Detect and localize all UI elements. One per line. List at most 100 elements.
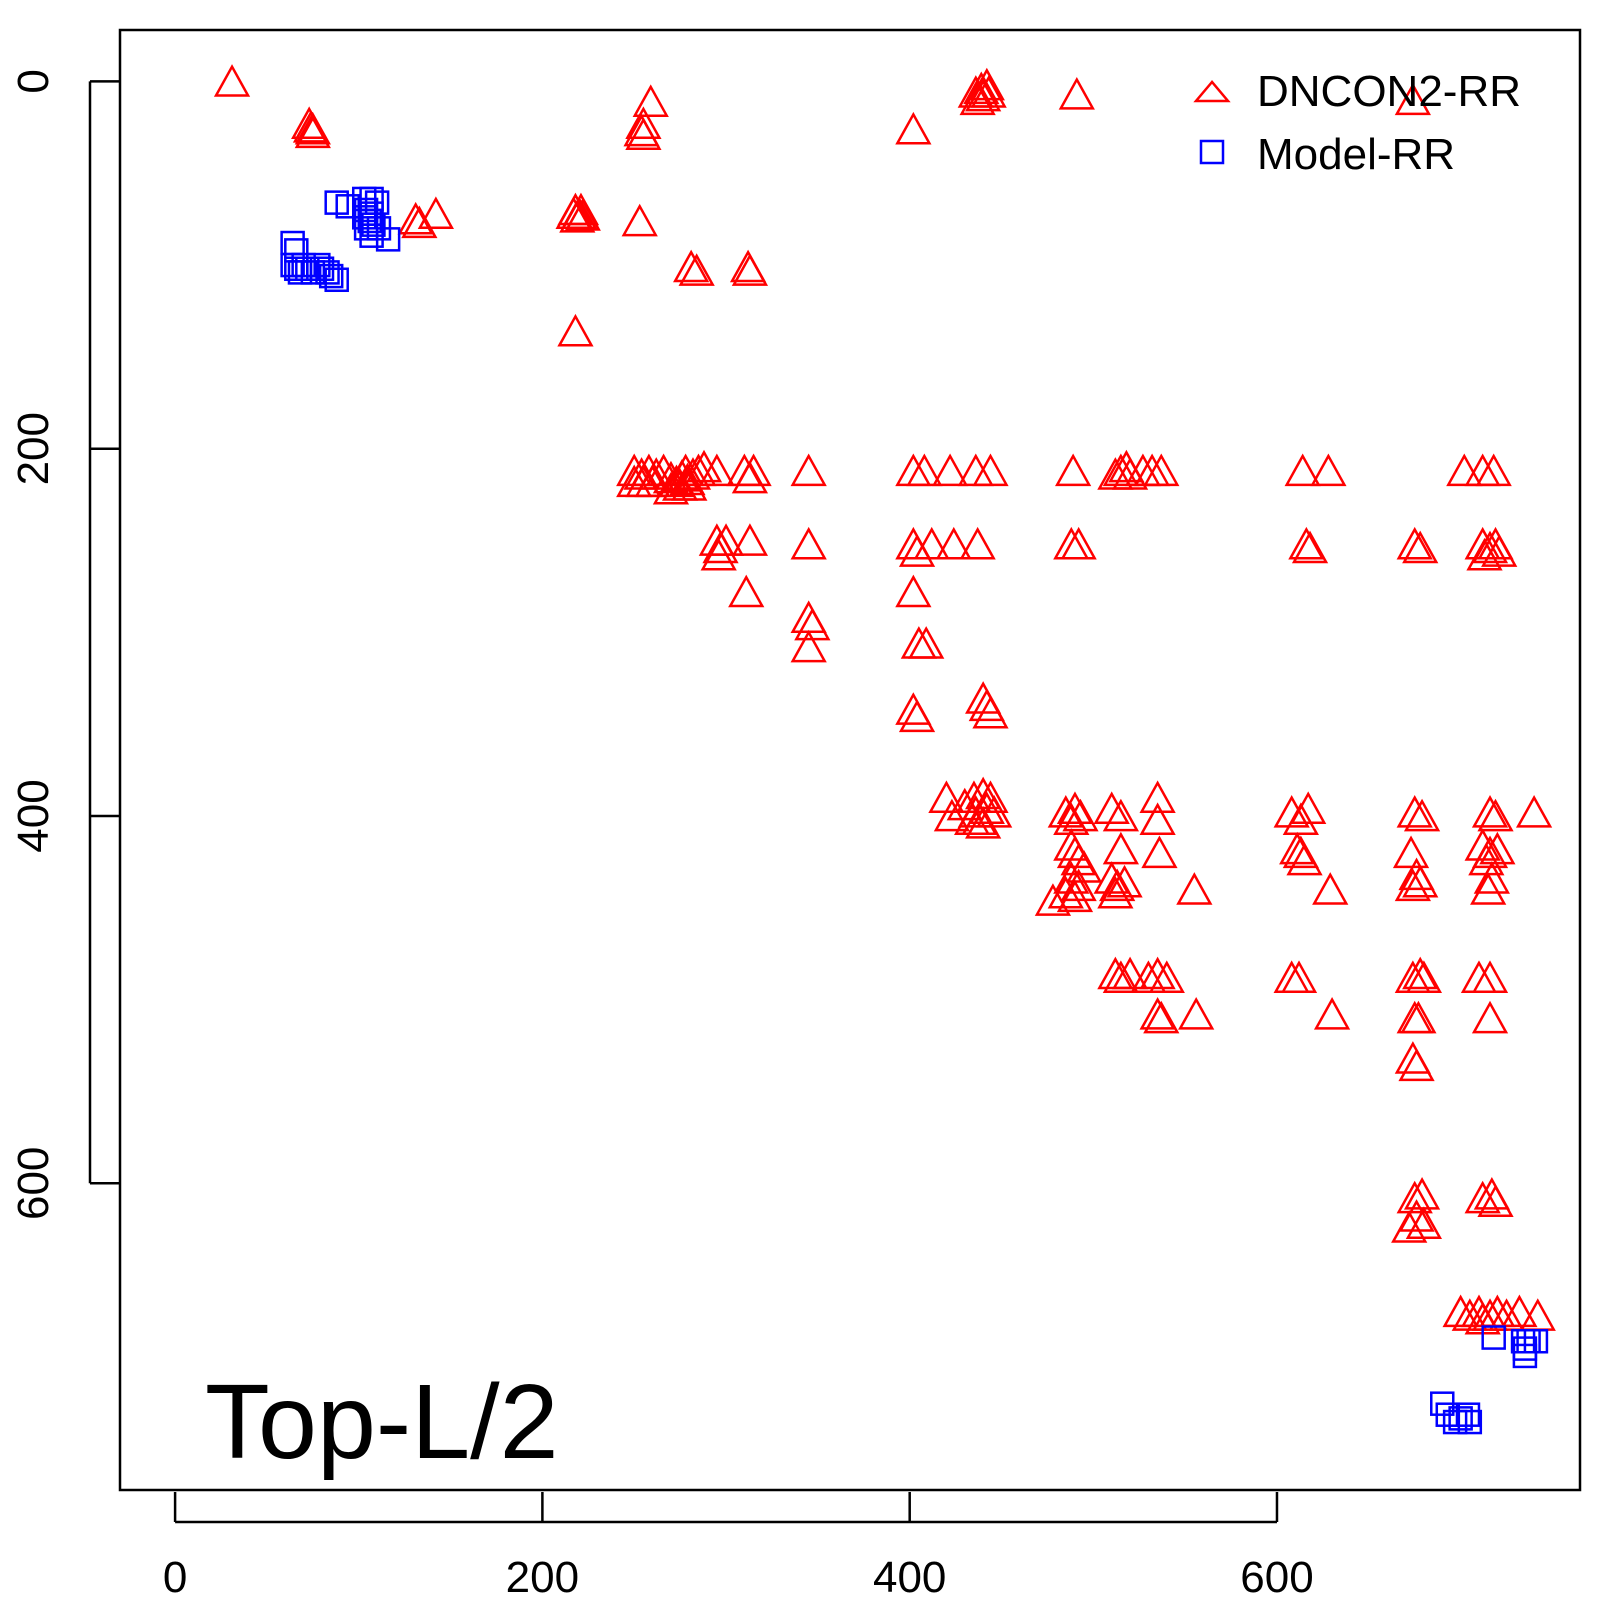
x-axis: 0 200 400 600 bbox=[163, 1492, 1314, 1600]
legend-label-model-rr: Model-RR bbox=[1257, 130, 1455, 179]
legend-marker-model-rr bbox=[1199, 139, 1225, 165]
point-dncon2-rr-135 bbox=[1102, 798, 1140, 832]
point-dncon2-rr-72 bbox=[1446, 453, 1483, 487]
point-dncon2-rr-132 bbox=[1056, 879, 1094, 913]
point-model-rr-26 bbox=[324, 267, 349, 293]
y-tick-label-0: 0 bbox=[9, 69, 58, 93]
point-dncon2-rr-19 bbox=[621, 203, 658, 237]
point-dncon2-rr-119 bbox=[954, 802, 991, 836]
point-dncon2-rr-55 bbox=[735, 453, 772, 487]
point-dncon2-rr-4 bbox=[294, 115, 331, 149]
point-dncon2-rr-124 bbox=[1062, 798, 1099, 832]
point-dncon2-rr-136 bbox=[1102, 831, 1140, 865]
point-dncon2-rr-157 bbox=[1394, 868, 1432, 902]
series-model-rr bbox=[280, 186, 1549, 1435]
point-dncon2-rr-18 bbox=[625, 117, 662, 151]
point-dncon2-rr-31 bbox=[1058, 76, 1095, 110]
point-dncon2-rr-114 bbox=[972, 780, 1009, 813]
point-dncon2-rr-150 bbox=[1286, 842, 1323, 876]
point-model-rr-21 bbox=[300, 260, 326, 285]
point-dncon2-rr-97 bbox=[728, 574, 765, 608]
point-dncon2-rr-183 bbox=[1400, 1000, 1437, 1034]
point-dncon2-rr-56 bbox=[790, 453, 827, 487]
point-dncon2-rr-24 bbox=[895, 111, 932, 145]
point-dncon2-rr-79 bbox=[731, 523, 769, 556]
point-model-rr-19 bbox=[291, 252, 316, 278]
point-dncon2-rr-103 bbox=[908, 626, 945, 659]
point-dncon2-rr-80 bbox=[790, 526, 827, 560]
point-dncon2-rr-21 bbox=[678, 253, 715, 286]
point-dncon2-rr-180 bbox=[1402, 956, 1439, 990]
point-dncon2-rr-84 bbox=[935, 526, 972, 560]
point-model-rr-38 bbox=[1457, 1409, 1483, 1435]
x-tick-label-0: 0 bbox=[163, 1553, 187, 1600]
point-dncon2-rr-169 bbox=[1111, 956, 1149, 990]
point-dncon2-rr-51 bbox=[667, 453, 704, 487]
point-dncon2-rr-203 bbox=[1488, 1298, 1525, 1331]
point-dncon2-rr-144 bbox=[1176, 872, 1213, 905]
point-dncon2-rr-165 bbox=[1470, 872, 1507, 905]
point-dncon2-rr-187 bbox=[1471, 960, 1509, 993]
point-dncon2-rr-88 bbox=[1288, 526, 1325, 560]
point-model-rr-24 bbox=[315, 260, 340, 285]
point-dncon2-rr-23 bbox=[731, 253, 769, 286]
point-dncon2-rr-140 bbox=[1097, 875, 1134, 909]
point-dncon2-rr-108 bbox=[972, 695, 1009, 729]
panel-annotation: Top-L/2 bbox=[205, 1363, 559, 1481]
point-dncon2-rr-101 bbox=[895, 574, 932, 608]
point-dncon2-rr-30 bbox=[970, 75, 1007, 108]
point-dncon2-rr-153 bbox=[1403, 798, 1441, 832]
point-dncon2-rr-89 bbox=[1291, 530, 1329, 564]
point-dncon2-rr-117 bbox=[968, 791, 1005, 824]
point-dncon2-rr-7 bbox=[417, 196, 454, 229]
point-dncon2-rr-185 bbox=[1398, 1048, 1435, 1082]
y-axis: 0 200 400 600 bbox=[9, 69, 120, 1220]
point-dncon2-rr-61 bbox=[972, 453, 1009, 487]
point-dncon2-rr-172 bbox=[1148, 960, 1185, 993]
point-dncon2-rr-0 bbox=[213, 64, 251, 97]
point-dncon2-rr-15 bbox=[632, 84, 669, 117]
point-dncon2-rr-151 bbox=[1312, 872, 1349, 905]
point-dncon2-rr-133 bbox=[1034, 883, 1072, 916]
point-dncon2-rr-91 bbox=[1402, 530, 1439, 564]
point-dncon2-rr-74 bbox=[1475, 453, 1512, 487]
point-dncon2-rr-143 bbox=[1141, 835, 1178, 869]
point-dncon2-rr-197 bbox=[1442, 1294, 1479, 1328]
x-tick-label-200: 200 bbox=[506, 1553, 579, 1600]
point-dncon2-rr-122 bbox=[1053, 802, 1090, 836]
point-model-rr-12 bbox=[359, 223, 384, 248]
point-dncon2-rr-20 bbox=[673, 249, 710, 283]
point-dncon2-rr-70 bbox=[1284, 453, 1321, 487]
point-dncon2-rr-164 bbox=[1473, 861, 1510, 894]
point-dncon2-rr-120 bbox=[965, 806, 1002, 839]
series-dncon2-rr bbox=[213, 64, 1556, 1335]
x-tick-label-600: 600 bbox=[1240, 1553, 1313, 1600]
point-dncon2-rr-178 bbox=[1313, 997, 1351, 1030]
point-dncon2-rr-188 bbox=[1471, 1000, 1509, 1034]
point-dncon2-rr-52 bbox=[698, 453, 735, 487]
point-model-rr-36 bbox=[1448, 1406, 1473, 1431]
point-dncon2-rr-170 bbox=[1130, 960, 1167, 993]
point-dncon2-rr-100 bbox=[790, 629, 827, 663]
point-dncon2-rr-152 bbox=[1396, 795, 1433, 828]
point-dncon2-rr-78 bbox=[700, 537, 737, 571]
point-dncon2-rr-14 bbox=[557, 313, 594, 347]
point-dncon2-rr-62 bbox=[1055, 453, 1092, 487]
point-dncon2-rr-58 bbox=[906, 453, 943, 487]
point-dncon2-rr-158 bbox=[1471, 795, 1509, 828]
point-dncon2-rr-26 bbox=[963, 71, 1000, 105]
point-dncon2-rr-174 bbox=[1143, 1000, 1180, 1034]
point-dncon2-rr-134 bbox=[1093, 791, 1130, 824]
point-model-rr-37 bbox=[1455, 1402, 1481, 1427]
point-dncon2-rr-59 bbox=[931, 453, 969, 487]
point-dncon2-rr-171 bbox=[1139, 956, 1176, 990]
point-dncon2-rr-32 bbox=[1394, 82, 1432, 116]
point-dncon2-rr-6 bbox=[401, 205, 438, 239]
point-dncon2-rr-166 bbox=[1515, 795, 1553, 828]
point-dncon2-rr-168 bbox=[1102, 960, 1140, 993]
point-dncon2-rr-141 bbox=[1139, 780, 1176, 813]
y-tick-label-400: 400 bbox=[9, 779, 58, 852]
point-dncon2-rr-154 bbox=[1392, 835, 1430, 869]
